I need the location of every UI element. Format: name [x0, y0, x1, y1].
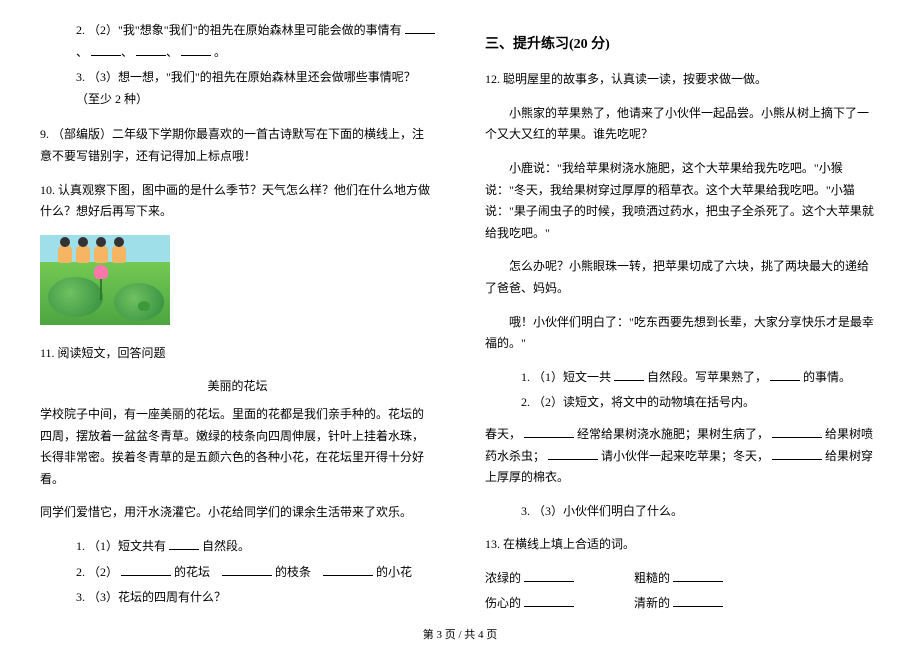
story-title: 美丽的花坛	[40, 376, 435, 398]
blank	[772, 426, 822, 438]
q-3: 3. （3）想一想，"我们"的祖先在原始森林里还会做哪些事情呢？（至少 2 种）	[40, 67, 435, 110]
right-column: 三、提升练习(20 分) 12. 聪明屋里的故事多，认真读一读，按要求做一做。 …	[485, 20, 880, 615]
blank	[222, 564, 272, 576]
blank	[614, 369, 644, 381]
fill-b: 经常给果树浇水施肥；果树生病了，	[577, 427, 769, 441]
story2-p1: 小熊家的苹果熟了，他请来了小伙伴一起品尝。小熊从树上摘下了一个又大又红的苹果。谁…	[485, 103, 880, 146]
blank	[770, 369, 800, 381]
q11-1: 1. （1）短文共有 自然段。	[40, 536, 435, 558]
q-13: 13. 在横线上填上合适的词。	[485, 534, 880, 556]
q-9: 9. （部编版）二年级下学期你最喜欢的一首古诗默写在下面的横线上，注意不要写错别…	[40, 124, 435, 167]
q11-1a: 1. （1）短文共有	[76, 539, 166, 553]
blank	[524, 426, 574, 438]
blank	[181, 44, 211, 56]
story-p1: 学校院子中间，有一座美丽的花坛。里面的花都是我们亲手种的。花坛的四周，摆放着一盆…	[40, 404, 435, 490]
w1b: 粗糙的	[634, 571, 670, 585]
story2-p3: 怎么办呢？小熊眼珠一转，把苹果切成了六块，挑了两块最大的递给了爸爸、妈妈。	[485, 256, 880, 299]
illustration-image	[40, 235, 170, 325]
section-title: 三、提升练习(20 分)	[485, 32, 880, 57]
word-row: 伤心的	[485, 593, 574, 615]
q12-2: 2. （2）读短文，将文中的动物填在括号内。	[485, 392, 880, 414]
q-12: 12. 聪明屋里的故事多，认真读一读，按要求做一做。	[485, 69, 880, 91]
frog	[138, 301, 150, 311]
blank	[772, 448, 822, 460]
blank	[169, 538, 199, 550]
story2-p2: 小鹿说："我给苹果树浇水施肥，这个大苹果给我先吃吧。"小猴说："冬天，我给果树穿…	[485, 158, 880, 244]
lotus-leaf	[48, 277, 103, 317]
blank	[405, 22, 435, 34]
q11-2a: 2. （2）	[76, 565, 118, 579]
q-10: 10. 认真观察下图，图中画的是什么季节？天气怎么样？他们在什么地方做什么？想好…	[40, 180, 435, 223]
blank	[673, 570, 723, 582]
blank	[524, 595, 574, 607]
q11-3: 3. （3）花坛的四周有什么？	[40, 587, 435, 609]
fill-a: 春天，	[485, 427, 521, 441]
fill-para: 春天， 经常给果树浇水施肥；果树生病了， 给果树喷药水杀虫； 请小伙伴一起来吃苹…	[485, 424, 880, 489]
q12-1c: 的事情。	[803, 370, 851, 384]
blank	[121, 564, 171, 576]
q11-2d: 的小花	[376, 565, 412, 579]
blank	[548, 448, 598, 460]
story2-p4: 哦！小伙伴们明白了："吃东西要先想到长辈，大家分享快乐才是最幸福的。"	[485, 312, 880, 355]
q-2: 2. （2）"我"想象"我们"的祖先在原始森林里可能会做的事情有 、 、 、 。	[40, 20, 435, 63]
q11-1b: 自然段。	[202, 539, 250, 553]
q12-1a: 1. （1）短文一共	[521, 370, 611, 384]
fill-d: 请小伙伴一起来吃苹果；冬天，	[601, 449, 769, 463]
blank	[673, 595, 723, 607]
word-row: 粗糙的	[634, 568, 723, 590]
q11-2b: 的花坛	[174, 565, 210, 579]
q12-3: 3. （3）小伙伴们明白了什么。	[485, 501, 880, 523]
page-footer: 第 3 页 / 共 4 页	[0, 626, 920, 642]
q12-1b: 自然段。写苹果熟了，	[647, 370, 767, 384]
q-11: 11. 阅读短文，回答问题	[40, 343, 435, 365]
kids-figure	[58, 245, 126, 263]
word-row: 清新的	[634, 593, 723, 615]
word-row: 浓绿的	[485, 568, 574, 590]
story-p2: 同学们爱惜它，用汗水浇灌它。小花给同学们的课余生活带来了欢乐。	[40, 502, 435, 524]
lotus-flower	[94, 265, 108, 279]
q12-1: 1. （1）短文一共 自然段。写苹果熟了， 的事情。	[485, 367, 880, 389]
blank	[323, 564, 373, 576]
word-grid: 浓绿的 伤心的 粗糙的 清新的	[485, 568, 880, 619]
q11-2c: 的枝条	[275, 565, 311, 579]
w1a: 浓绿的	[485, 571, 521, 585]
blank	[524, 570, 574, 582]
q2-text: 2. （2）"我"想象"我们"的祖先在原始森林里可能会做的事情有	[76, 23, 402, 37]
q2-tail: 。	[214, 45, 226, 59]
q11-2: 2. （2） 的花坛 的枝条 的小花	[40, 562, 435, 584]
w2b: 清新的	[634, 596, 670, 610]
w2a: 伤心的	[485, 596, 521, 610]
blank	[136, 44, 166, 56]
blank	[91, 44, 121, 56]
left-column: 2. （2）"我"想象"我们"的祖先在原始森林里可能会做的事情有 、 、 、 。…	[40, 20, 435, 615]
